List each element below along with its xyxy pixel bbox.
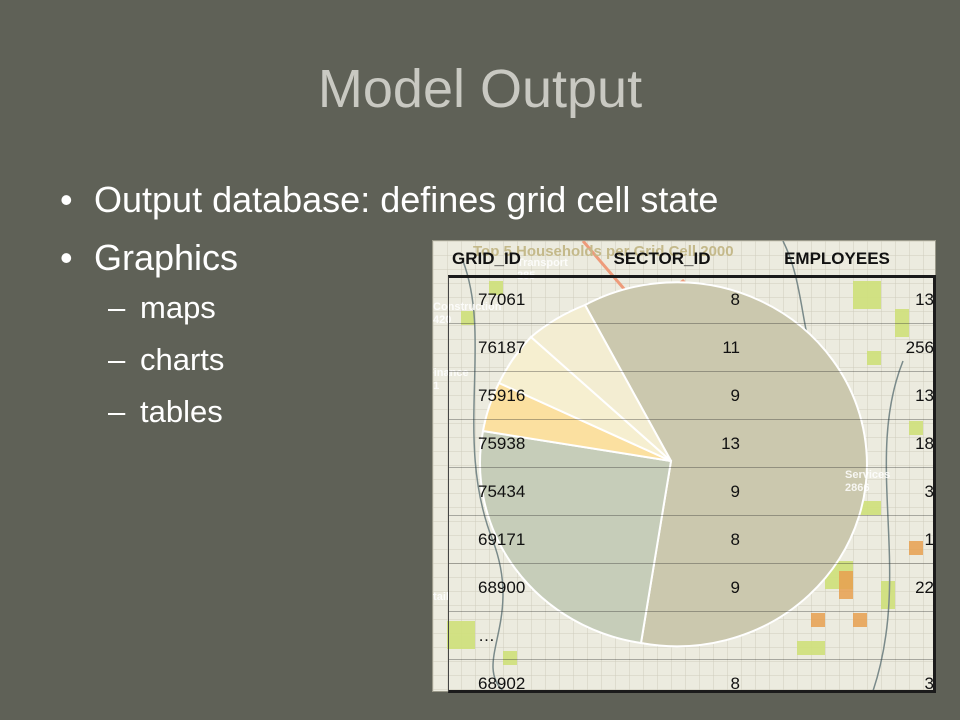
bullet-graphics: Graphics maps charts tables <box>60 236 718 432</box>
pie-label-retail-value: 1 <box>433 604 449 617</box>
pie-chart-overlay <box>479 281 868 648</box>
cell-grid-id: 76187 <box>478 337 526 357</box>
pie-label-finance-text: Finance <box>433 367 469 379</box>
cell-employees: 1 <box>924 529 934 549</box>
pie-label-construction: Construction 420 <box>433 301 501 327</box>
pie-label-finance: Finance 41 <box>433 367 469 393</box>
cell-sector-id: 13 <box>721 433 740 453</box>
sub-bullet-charts: charts <box>94 340 718 380</box>
cell-grid-id: 68900 <box>478 577 526 597</box>
cell-employees: 22 <box>915 577 934 597</box>
cell-sector-id: 11 <box>722 337 740 357</box>
sub-bullet-list: maps charts tables <box>94 288 718 432</box>
cell-grid-id: 77061 <box>478 289 526 309</box>
pie-label-retail-text: Retail <box>433 591 449 603</box>
cell-employees: 13 <box>915 385 934 405</box>
column-header-employees: EMPLOYEES <box>784 249 890 268</box>
composite-graphic: Top 5 Households per Grid Cell 2000 Cons… <box>432 240 936 692</box>
cell-grid-id: 68902 <box>478 673 526 693</box>
cell-sector-id: 8 <box>730 289 740 309</box>
bullet-list: Output database: defines grid cell state… <box>60 178 718 446</box>
pie-label-finance-value: 41 <box>433 380 440 392</box>
table-row: … <box>448 611 934 660</box>
pie-label-services-value: 2866 <box>845 482 870 494</box>
table-header-row: GRID_ID SECTOR_ID EMPLOYEES <box>448 243 934 276</box>
cell-grid-id: … <box>478 625 495 645</box>
pie-label-retail: Retail 1 <box>433 591 449 617</box>
cell-grid-id: 75434 <box>478 481 526 501</box>
chart-title-ghost: Top 5 Households per Grid Cell 2000 <box>473 243 734 260</box>
pie-label-transport-text: Transport <box>517 257 568 269</box>
pie-slice-construction <box>529 303 672 462</box>
table-row: 75916 9 13 <box>448 371 934 420</box>
cell-employees: 3 <box>924 481 934 501</box>
cell-employees: 3 <box>924 673 934 693</box>
column-header-sector-id: SECTOR_ID <box>613 249 711 268</box>
cell-sector-id: 9 <box>730 481 740 501</box>
cell-grid-id: 75916 <box>478 385 526 405</box>
pie-label-services: Services 2866 <box>845 469 890 495</box>
cell-employees: 256 <box>905 337 934 357</box>
cell-employees <box>740 612 934 660</box>
cell-sector-id: 9 <box>730 577 740 597</box>
cell-sector-id <box>584 612 740 660</box>
grid-output-table: GRID_ID SECTOR_ID EMPLOYEES 77061 8 13 7618… <box>448 243 934 707</box>
table-row: 75434 9 3 <box>448 467 934 516</box>
pie-label-construction-text: Construction <box>433 301 502 313</box>
column-header-grid-id: GRID_ID <box>452 249 521 268</box>
table-row: 76187 11 256 <box>448 323 934 372</box>
cell-sector-id: 8 <box>730 673 740 693</box>
bullet-output-database: Output database: defines grid cell state <box>60 178 718 222</box>
sub-bullet-maps: maps <box>94 288 718 328</box>
cell-grid-id: 75938 <box>478 433 526 453</box>
pie-label-services-text: Services <box>845 469 891 481</box>
table-body: 77061 8 13 76187 11 256 75916 9 13 75938 13 18 75434… <box>448 275 934 708</box>
table-row: 75938 13 18 <box>448 419 934 468</box>
cell-sector-id: 9 <box>730 385 740 405</box>
cell-employees: 13 <box>915 289 934 309</box>
table-row: 68902 8 3 <box>448 659 934 708</box>
cell-sector-id: 8 <box>730 529 740 549</box>
pie-slice-retail <box>479 429 673 645</box>
sub-bullet-tables: tables <box>94 392 718 432</box>
cell-grid-id: 69171 <box>478 529 526 549</box>
table-row: 77061 8 13 <box>448 275 934 324</box>
table-row: 69171 8 1 <box>448 515 934 564</box>
slide-title: Model Output <box>317 59 643 119</box>
bullet-graphics-label: Graphics <box>94 237 239 278</box>
pie-label-construction-value: 420 <box>433 314 452 326</box>
table-row: 68900 9 22 <box>448 563 934 612</box>
cell-employees: 18 <box>915 433 934 453</box>
pie-label-transport: Transport 285 <box>517 257 568 283</box>
